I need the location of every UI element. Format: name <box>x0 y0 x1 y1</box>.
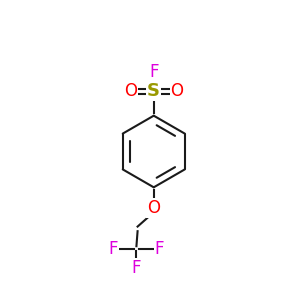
Text: S: S <box>147 82 160 100</box>
Text: F: F <box>155 239 164 257</box>
Text: O: O <box>170 82 183 100</box>
Text: F: F <box>132 259 141 277</box>
Text: O: O <box>124 82 137 100</box>
Text: F: F <box>109 239 118 257</box>
Text: F: F <box>149 63 158 81</box>
Text: O: O <box>147 199 160 217</box>
